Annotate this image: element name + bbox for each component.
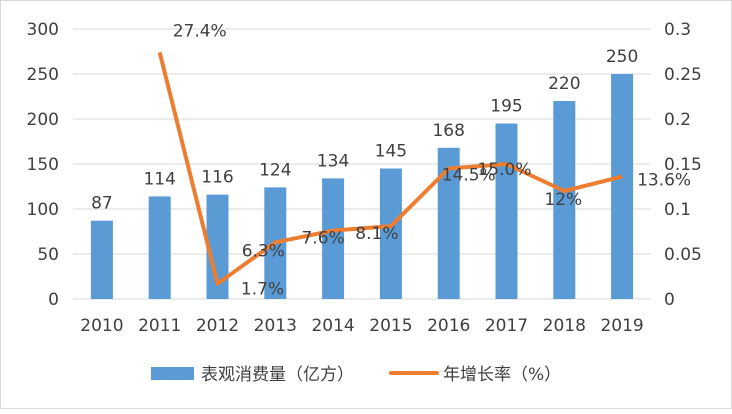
y-right-tick-label: 0.2 xyxy=(664,110,691,130)
line-data-label: 7.6% xyxy=(301,229,344,249)
y-left-tick-label: 250 xyxy=(27,65,59,85)
bar xyxy=(206,194,229,299)
x-tick-label: 2013 xyxy=(254,316,297,336)
legend-line-label: 年增长率（%） xyxy=(443,365,561,385)
bar-data-label: 195 xyxy=(490,97,522,117)
bar xyxy=(437,147,460,299)
bar xyxy=(495,123,518,299)
x-tick-label: 2012 xyxy=(196,316,239,336)
x-tick-label: 2011 xyxy=(138,316,181,336)
y-left-tick-label: 300 xyxy=(27,20,59,40)
x-tick-label: 2019 xyxy=(600,316,643,336)
bar xyxy=(611,74,634,299)
x-tick-label: 2018 xyxy=(543,316,586,336)
bar-data-label: 220 xyxy=(548,74,580,94)
bar xyxy=(148,196,171,299)
y-right-tick-label: 0.05 xyxy=(664,245,702,265)
line-data-label: 13.6% xyxy=(637,171,691,191)
bar-data-label: 250 xyxy=(606,47,638,67)
y-right-tick-label: 0.15 xyxy=(664,155,702,175)
x-tick-label: 2017 xyxy=(485,316,528,336)
bar xyxy=(553,101,576,299)
bar-data-label: 134 xyxy=(317,151,349,171)
growth-line xyxy=(157,51,623,286)
bar-data-label: 116 xyxy=(201,168,233,188)
y-right-tick-label: 0.3 xyxy=(664,20,691,40)
bar-data-label: 87 xyxy=(91,194,113,214)
bar xyxy=(90,220,113,299)
legend-bar-label: 表观消费量（亿方） xyxy=(201,365,354,385)
bar-data-label: 114 xyxy=(143,169,175,189)
line-data-label: 12% xyxy=(544,190,582,210)
y-right-tick-label: 0.1 xyxy=(664,200,691,220)
x-tick-label: 2010 xyxy=(80,316,123,336)
y-left-tick-label: 0 xyxy=(48,290,59,310)
line-data-label: 15.0% xyxy=(477,160,531,180)
y-right-tick-label: 0.25 xyxy=(664,65,702,85)
bar xyxy=(379,168,402,299)
bar-data-label: 124 xyxy=(259,160,291,180)
x-tick-label: 2014 xyxy=(311,316,354,336)
bar xyxy=(322,178,345,299)
bar-data-label: 168 xyxy=(432,121,464,141)
y-left-tick-label: 100 xyxy=(27,200,59,220)
y-right-tick-label: 0 xyxy=(664,290,675,310)
y-left-tick-label: 200 xyxy=(27,110,59,130)
line-data-label: 27.4% xyxy=(173,21,227,41)
line-data-label: 14.5% xyxy=(442,166,496,186)
line-data-label: 1.7% xyxy=(241,280,284,300)
legend-bar-swatch xyxy=(151,367,194,380)
x-tick-label: 2016 xyxy=(427,316,470,336)
y-left-tick-label: 50 xyxy=(37,245,59,265)
x-tick-label: 2015 xyxy=(369,316,412,336)
bar-data-label: 145 xyxy=(375,142,407,162)
line-data-label: 6.3% xyxy=(242,241,285,261)
line-data-label: 8.1% xyxy=(355,224,398,244)
y-left-tick-label: 150 xyxy=(27,155,59,175)
